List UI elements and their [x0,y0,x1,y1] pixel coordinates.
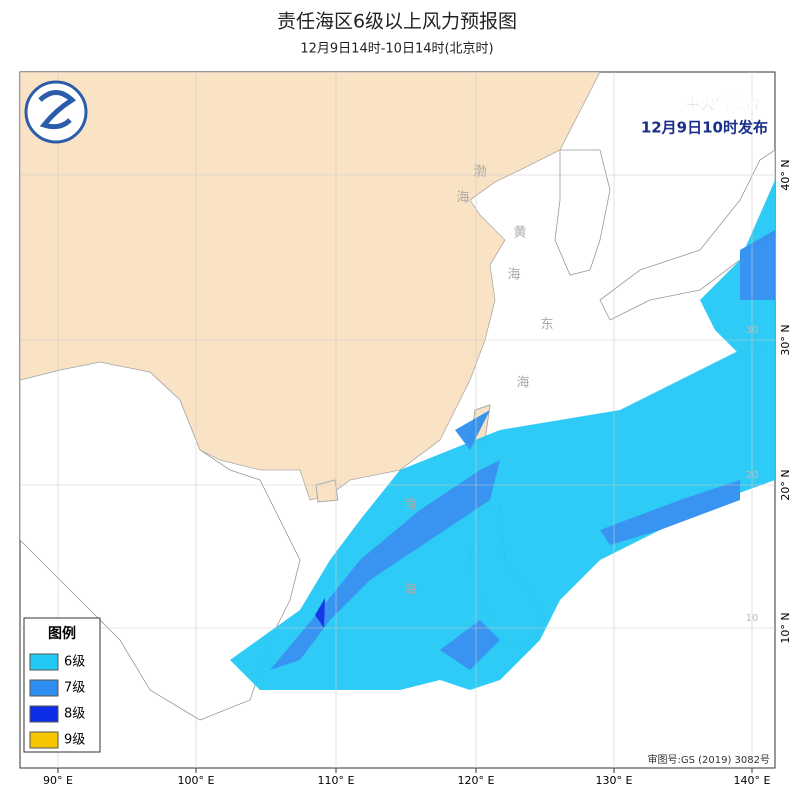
legend-label: 6级 [64,655,85,670]
agency: 中央气象台 [685,95,760,113]
lon-label: 110° E [318,774,355,787]
wind-area [740,230,775,300]
inner-lat-label: 20 [746,470,759,481]
approval-number: 审图号:GS (2019) 3082号 [647,753,770,766]
wind-area [270,460,500,670]
legend-swatch [29,653,59,671]
lon-label: 90° E [43,774,73,787]
sea-label: 海 [507,268,520,283]
sea-label: 海 [456,191,469,206]
sea-label: 南 [403,497,416,513]
legend-label: 7级 [64,681,85,696]
sea-label: 黄 [513,226,526,241]
sea-label: 东 [540,318,553,333]
legend-swatch [29,705,59,723]
logo-mark [38,90,77,130]
lon-label: 130° E [596,774,633,787]
china-land [20,72,601,501]
lat-label: 30° N [779,324,792,355]
wind-area [440,620,500,670]
lon-label: 120° E [458,774,495,787]
lon-label: 140° E [734,774,771,787]
land [599,149,775,321]
sea-label: 海 [516,376,529,391]
issue-time: 12月9日10时发布 [641,119,768,137]
legend-swatch [29,679,59,697]
wind-area [600,480,740,545]
wind-area [315,598,325,628]
wind-area [230,330,775,690]
wind-area [700,180,775,355]
hainan [315,479,339,503]
lon-label: 100° E [178,774,215,787]
inner-lat-label: 10 [746,613,759,624]
lat-label: 40° N [779,159,792,190]
legend-label: 8级 [64,707,85,722]
wind-area [455,410,490,450]
lat-label: 20° N [779,469,792,500]
inner-lat-label: 30 [746,325,759,336]
lat-label: 10° N [779,612,792,643]
legend-label: 9级 [64,733,85,748]
map-body [20,72,775,768]
sea-label: 渤 [473,164,486,180]
land [554,149,611,276]
legend-swatch [29,731,59,749]
subtitle: 12月9日14时-10日14时(北京时) [300,42,493,57]
sea-label: 海 [403,583,416,598]
legend-title: 图例 [48,625,76,642]
title: 责任海区6级以上风力预报图 [277,11,517,33]
legend: 图例 6级 7级 8级 9级 [23,617,101,753]
